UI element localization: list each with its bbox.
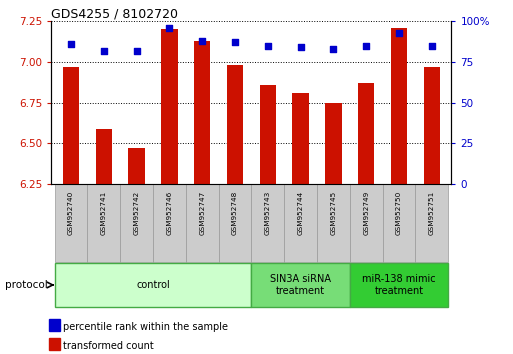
Bar (260, 85, 276, 184)
Bar (54, 184, 87, 262)
Text: GSM952749: GSM952749 (363, 190, 369, 235)
Text: miR-138 mimic
treatment: miR-138 mimic treatment (362, 274, 436, 296)
Bar (317, 184, 350, 262)
Bar (153, 184, 186, 262)
Text: SIN3A siRNA
treatment: SIN3A siRNA treatment (270, 274, 331, 296)
Text: GSM952748: GSM952748 (232, 190, 238, 235)
Text: GSM952742: GSM952742 (133, 190, 140, 235)
Bar (424, 67, 440, 184)
Text: GSM952750: GSM952750 (396, 190, 402, 235)
Bar (292, 93, 309, 184)
Point (67, 41, 75, 47)
Bar (350, 263, 448, 307)
Point (329, 46, 338, 52)
Bar (128, 148, 145, 184)
Bar (227, 65, 243, 184)
Bar (251, 184, 284, 262)
Text: GSM952746: GSM952746 (166, 190, 172, 235)
Bar (54, 263, 251, 307)
Text: GDS4255 / 8102720: GDS4255 / 8102720 (51, 7, 179, 20)
Text: GSM952751: GSM952751 (429, 190, 435, 235)
Point (165, 25, 173, 30)
Bar (358, 83, 374, 184)
Bar (325, 103, 342, 184)
Point (297, 45, 305, 50)
Text: transformed count: transformed count (63, 341, 153, 351)
Bar (391, 28, 407, 184)
Bar (186, 184, 219, 262)
Point (100, 48, 108, 53)
Text: percentile rank within the sample: percentile rank within the sample (63, 322, 228, 332)
Bar (416, 184, 448, 262)
Bar (161, 29, 177, 184)
Bar (87, 184, 120, 262)
Bar (194, 41, 210, 184)
Text: GSM952744: GSM952744 (298, 190, 304, 235)
Text: control: control (136, 280, 170, 290)
Bar (63, 67, 79, 184)
Point (132, 48, 141, 53)
Bar (383, 184, 416, 262)
Point (395, 30, 403, 35)
Text: protocol: protocol (5, 280, 48, 290)
Bar (95, 129, 112, 184)
Point (362, 43, 370, 48)
Text: GSM952743: GSM952743 (265, 190, 271, 235)
Text: GSM952740: GSM952740 (68, 190, 74, 235)
Point (428, 43, 436, 48)
Text: GSM952745: GSM952745 (330, 190, 337, 235)
Bar (251, 263, 350, 307)
Bar (284, 184, 317, 262)
Text: GSM952747: GSM952747 (199, 190, 205, 235)
Point (198, 38, 206, 44)
Bar (350, 184, 383, 262)
Text: GSM952741: GSM952741 (101, 190, 107, 235)
Bar (219, 184, 251, 262)
Bar (120, 184, 153, 262)
Point (264, 43, 272, 48)
Point (231, 40, 239, 45)
